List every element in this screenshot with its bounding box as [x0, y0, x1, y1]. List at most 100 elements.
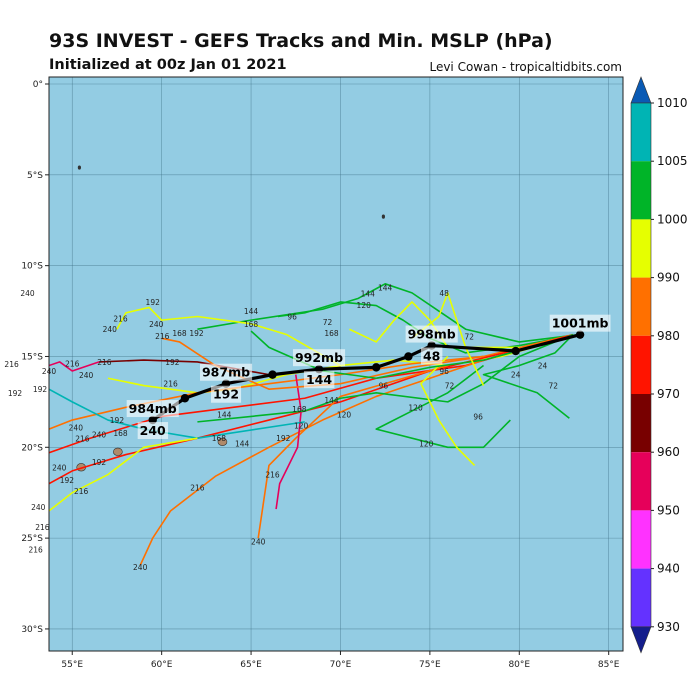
mean-hour-label: 192: [213, 387, 239, 402]
forecast-hour-label: 240: [52, 464, 67, 473]
mean-pressure-label-box: [405, 325, 458, 343]
ensemble-track: [420, 355, 476, 467]
colorbar-bin: [631, 452, 651, 511]
colorbar-bin: [631, 394, 651, 453]
ensemble-track: [116, 306, 341, 367]
colorbar-bin: [631, 103, 651, 162]
colorbar-tick-label: 960: [657, 445, 680, 459]
forecast-hour-label: 216: [113, 314, 128, 323]
colorbar-tick-label: 1005: [657, 154, 688, 168]
colorbar-tick-label: 970: [657, 387, 680, 401]
forecast-hour-label: 120: [408, 403, 423, 412]
axis-ticks: 55°E 60°E 65°E 70°E 75°E 80°E 85°E 0° 5°S 10°S 15°…: [21, 80, 619, 670]
lon-tick-label: 55°E: [61, 660, 83, 670]
forecast-hour-label: 240: [79, 371, 94, 380]
forecast-hour-label: 192: [146, 298, 161, 307]
mean-hour-label: 144: [306, 372, 332, 387]
ensemble-track: [482, 334, 574, 419]
forecast-hour-label: 120: [419, 440, 434, 449]
forecast-hour-label: 192: [165, 358, 180, 367]
forecast-hour-label: 24: [511, 371, 521, 380]
mean-hour-label-box: [210, 385, 242, 403]
forecast-hour-label: 72: [464, 332, 474, 341]
forecast-hour-label: 96: [287, 313, 297, 322]
colorbar: 1010 1005 1000 990 980 970 960 950 940 930: [630, 76, 688, 654]
ensemble-track: [49, 333, 574, 430]
mean-hour-label-box: [420, 347, 443, 365]
island: [77, 165, 81, 170]
ensemble-track: [411, 292, 485, 386]
forecast-hour-label: 216: [155, 332, 170, 341]
forecast-hour-label: 216: [65, 360, 80, 369]
forecast-hour-label: 24: [538, 362, 548, 371]
ensemble-track: [139, 359, 484, 566]
ensemble-track: [250, 330, 579, 380]
forecast-hour-label: 240: [103, 325, 118, 334]
island: [381, 214, 385, 219]
forecast-hour-label: 120: [357, 301, 372, 310]
mean-track-point: [180, 394, 190, 403]
mean-pressure-label: 984mb: [129, 401, 177, 416]
ensemble-track: [49, 437, 198, 512]
mean-track-line: [151, 333, 581, 422]
forecast-hour-label: 192: [33, 385, 48, 394]
mean-pressure-label: 992mb: [295, 350, 343, 365]
forecast-hour-label: 216: [75, 434, 90, 443]
forecast-hour-label: 216: [29, 546, 44, 555]
forecast-hour-label: 72: [445, 382, 455, 391]
ensemble-track: [49, 361, 100, 372]
forecast-hour-label: 144: [361, 289, 376, 298]
forecast-hour-label: 168: [212, 434, 227, 443]
mean-hour-label: 240: [140, 423, 166, 438]
forecast-hour-label: 168: [172, 329, 187, 338]
ensemble-track: [161, 337, 484, 390]
mean-pressure-label: 1001mb: [552, 316, 609, 331]
forecast-hour-label: 216: [190, 483, 205, 492]
lat-tick-label: 30°S: [21, 625, 43, 635]
forecast-hour-label: 192: [189, 329, 204, 338]
forecast-hour-label: 240: [149, 320, 164, 329]
forecast-hour-label: 216: [4, 360, 19, 369]
mean-pressure-label: 998mb: [408, 327, 456, 342]
forecast-hour-label: 72: [548, 382, 558, 391]
forecast-hour-label: 144: [235, 440, 250, 449]
colorbar-bin: [631, 335, 651, 394]
forecast-hour-label: 96: [439, 367, 449, 376]
map-frame: [48, 76, 624, 652]
colorbar-under-arrow: [630, 626, 652, 654]
colorbar-bin: [631, 219, 651, 278]
forecast-hour-label: 96: [473, 412, 483, 421]
colorbar-bin: [631, 161, 651, 220]
colorbar-over-arrow: [630, 76, 652, 104]
forecast-hour-label: 216: [35, 523, 50, 532]
chart-subtitle: Initialized at 00z Jan 01 2021: [49, 57, 287, 73]
mean-pressure-label-box: [126, 400, 179, 418]
chart-title: 93S INVEST - GEFS Tracks and Min. MSLP (…: [49, 30, 553, 52]
lat-tick-label: 0°: [33, 80, 43, 90]
colorbar-tick-label: 940: [657, 562, 680, 576]
mean-pressure-label-box: [549, 314, 611, 332]
forecast-hour-label: 240: [69, 423, 84, 432]
colorbar-tick-label: 930: [657, 620, 680, 634]
colorbar-bin: [631, 277, 651, 336]
ensemble-track: [257, 364, 448, 539]
lat-tick-label: 15°S: [21, 352, 43, 362]
mean-pressure-label-box: [292, 349, 346, 367]
ensemble-tracks: [49, 283, 579, 566]
island: [217, 437, 228, 446]
forecast-hour-label: 120: [294, 421, 309, 430]
ensemble-track: [49, 333, 574, 454]
forecast-hour-label: 168: [113, 429, 128, 438]
lon-tick-label: 85°E: [598, 660, 620, 670]
forecast-hour-label: 168: [292, 405, 307, 414]
credit-text: Levi Cowan - tropicaltidbits.com: [429, 60, 622, 74]
colorbar-tick-label: 1000: [657, 212, 688, 226]
forecast-hour-label: 192: [60, 476, 75, 485]
mean-track-point: [372, 363, 381, 372]
forecast-hour-label: 72: [323, 318, 333, 327]
colorbar-frame: [630, 102, 652, 628]
forecast-hour-label: 144: [324, 396, 339, 405]
lat-tick-label: 10°S: [21, 262, 43, 272]
ensemble-track: [197, 333, 574, 423]
forecast-hour-label: 192: [92, 458, 107, 467]
